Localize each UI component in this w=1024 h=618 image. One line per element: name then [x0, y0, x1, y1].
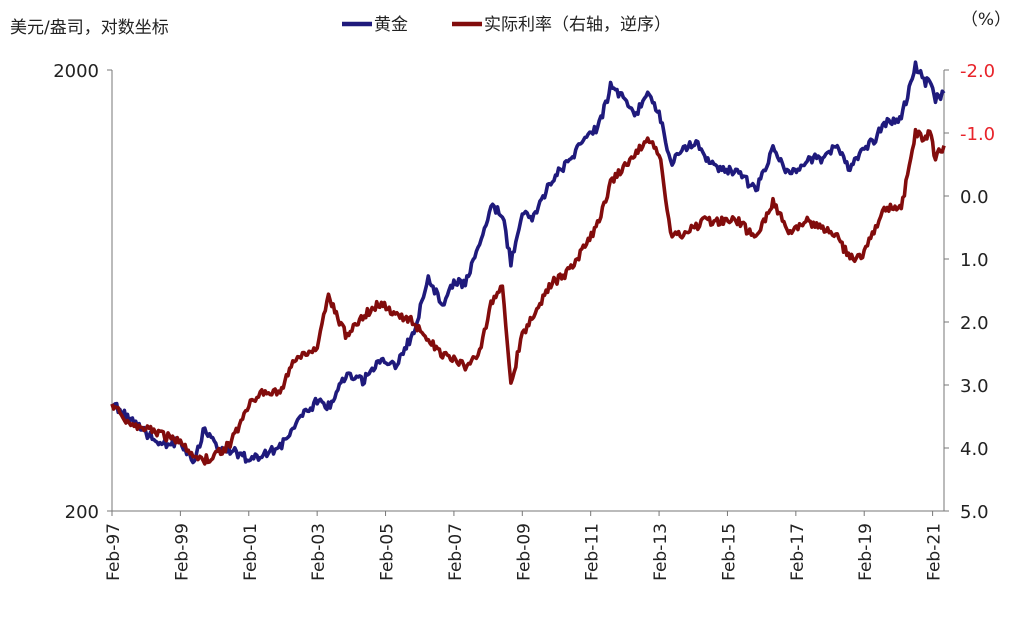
x-tick-label: Feb-21: [925, 523, 945, 581]
legend-label: 黄金: [374, 15, 408, 35]
x-tick-label: Feb-11: [583, 523, 603, 581]
x-tick-label: Feb-01: [241, 523, 261, 581]
right-tick-label: 0.0: [960, 187, 989, 208]
right-axis-unit: （%）: [961, 10, 1011, 30]
right-tick-label: 1.0: [960, 250, 989, 271]
series-layer: [110, 60, 946, 466]
x-tick-label: Feb-07: [446, 523, 466, 581]
right-tick-label: 4.0: [960, 439, 989, 460]
axes: 2000 200 -2.0 -1.0 0.0 1.0 2.0 3.0 4.0 5.0 Feb-97 F…: [53, 61, 995, 581]
series-line-real-rate: [110, 127, 946, 466]
x-tick-label: Feb-15: [719, 523, 739, 581]
x-tick-label: Feb-19: [856, 523, 876, 581]
right-tick-label: 5.0: [960, 502, 989, 523]
right-tick-label: -1.0: [960, 124, 995, 145]
left-tick-label: 200: [65, 502, 99, 523]
legend-label: 实际利率（右轴，逆序）: [484, 15, 671, 35]
right-tick-label: 2.0: [960, 313, 989, 334]
x-tick-label: Feb-17: [788, 523, 808, 581]
x-tick-label: Feb-09: [514, 523, 534, 581]
legend: 黄金 实际利率（右轴，逆序）: [342, 15, 671, 35]
left-tick-label: 2000: [53, 61, 99, 82]
x-tick-label: Feb-03: [309, 523, 329, 581]
series-line-gold: [111, 60, 946, 465]
x-tick-label: Feb-97: [104, 523, 124, 581]
right-tick-label: 3.0: [960, 376, 989, 397]
x-tick-label: Feb-13: [651, 523, 671, 581]
x-tick-label: Feb-05: [378, 523, 398, 581]
right-tick-label: -2.0: [960, 61, 995, 82]
x-tick-label: Feb-99: [172, 523, 192, 581]
left-axis-title: 美元/盎司，对数坐标: [10, 18, 169, 38]
